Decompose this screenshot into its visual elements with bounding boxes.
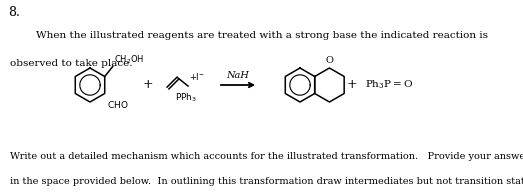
Text: Write out a detailed mechanism which accounts for the illustrated transformation: Write out a detailed mechanism which acc… — [10, 152, 523, 161]
Text: $\mathregular{Ph_3P{=}O}$: $\mathregular{Ph_3P{=}O}$ — [365, 79, 413, 91]
Text: +: + — [189, 74, 196, 82]
Text: O: O — [325, 56, 333, 65]
Text: $\mathregular{PPh_3}$: $\mathregular{PPh_3}$ — [175, 92, 197, 105]
Text: +: + — [347, 79, 357, 91]
Text: $\mathregular{CH_2OH}$: $\mathregular{CH_2OH}$ — [113, 53, 144, 66]
Text: When the illustrated reagents are treated with a strong base the indicated react: When the illustrated reagents are treate… — [36, 31, 487, 40]
Text: 8.: 8. — [8, 6, 20, 19]
Text: I$^-$: I$^-$ — [195, 72, 205, 82]
Text: +: + — [143, 79, 153, 91]
Text: NaH: NaH — [226, 71, 249, 80]
Text: in the space provided below.  In outlining this transformation draw intermediate: in the space provided below. In outlinin… — [10, 177, 523, 186]
Text: $\mathregular{CHO}$: $\mathregular{CHO}$ — [107, 98, 128, 110]
Text: observed to take place.: observed to take place. — [10, 58, 133, 67]
